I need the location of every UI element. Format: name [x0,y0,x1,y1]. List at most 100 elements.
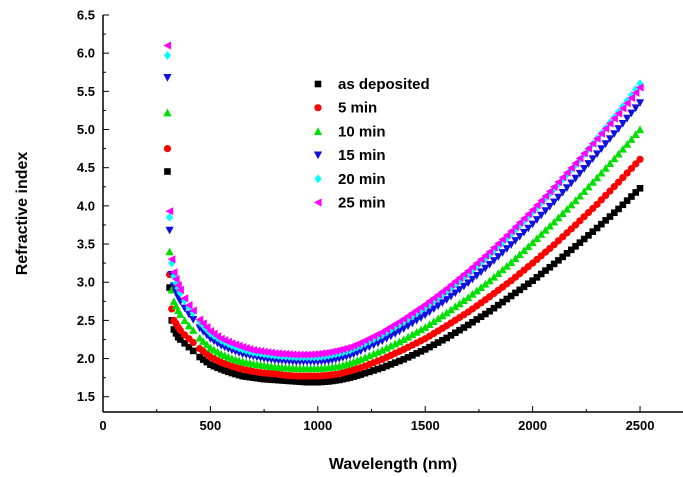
data-point [228,369,236,377]
data-point [550,217,559,226]
data-point [476,255,485,264]
data-point [170,326,178,333]
data-point [558,209,567,217]
data-point [614,178,623,186]
data-point [185,343,193,351]
data-point [163,145,172,153]
data-point [516,220,524,230]
data-point [537,196,545,205]
data-point [447,332,455,339]
data-point [537,230,546,238]
data-point [267,376,275,383]
data-point [409,352,416,359]
data-point [456,326,463,334]
data-point [421,323,430,331]
data-point [464,279,473,288]
data-point [214,364,221,372]
data-point [605,159,615,168]
data-point [606,187,614,195]
data-point [399,325,408,333]
data-point [485,276,494,285]
data-point [550,198,559,207]
y-tick-label: 3.0 [77,275,95,290]
data-point [177,336,184,343]
series-25-min [163,41,644,359]
data-point [468,265,477,275]
data-point [184,301,193,310]
data-point [455,286,464,294]
data-point [189,347,197,355]
data-point [199,337,208,345]
data-point [476,268,486,277]
data-point [464,266,472,275]
data-point [412,328,421,336]
data-point [378,346,387,354]
data-point [451,277,459,286]
data-point [408,319,417,328]
data-point [524,242,533,251]
data-point [196,353,203,361]
data-point [166,284,173,291]
data-point [485,247,494,256]
data-point [529,207,537,217]
data-point [602,191,610,200]
legend-marker [313,151,323,160]
data-point [300,378,307,386]
data-point [567,179,576,188]
series-as-deposited [164,168,644,386]
data-point [189,338,197,347]
data-point [296,378,304,386]
x-axis-title: Wavelength (nm) [329,456,457,473]
data-point [632,160,640,168]
legend-label: 25 min [338,195,386,212]
data-point [346,374,354,381]
data-point [610,154,619,163]
data-point [593,200,601,208]
data-point [519,228,529,237]
data-point [399,314,408,323]
data-point [545,221,554,230]
data-point [391,322,399,332]
data-point [545,202,554,211]
data-point [274,349,283,358]
data-point [468,290,477,298]
data-point [353,372,361,379]
legend: as deposited 5 min 10 min 15 min 20 min 25 mi… [313,76,430,212]
data-point [575,154,584,163]
data-point [425,299,434,309]
data-point [307,378,314,386]
data-point [537,270,545,278]
data-point [165,226,174,235]
data-point [202,323,211,332]
data-point [631,104,640,113]
data-point [320,348,329,358]
data-point [567,246,575,254]
data-point [446,292,456,301]
data-point [585,232,592,239]
data-point [374,365,382,373]
y-tick-label: 4.5 [77,160,95,175]
data-point [325,378,332,385]
data-point [429,305,438,314]
data-point [416,314,426,322]
data-point [459,296,468,305]
data-point [571,174,580,183]
data-point [267,348,275,357]
data-point [489,257,499,265]
data-point [460,273,468,282]
data-point [324,348,333,357]
data-point [317,349,325,358]
data-point [459,270,468,279]
data-point [289,377,297,385]
data-point [256,347,265,356]
data-point [176,326,184,334]
data-point [494,253,503,261]
data-point [541,191,550,201]
data-point [588,139,597,148]
data-point [486,307,493,315]
data-point [489,272,499,281]
data-point [373,339,383,348]
data-point [165,247,174,256]
data-point [519,214,528,223]
